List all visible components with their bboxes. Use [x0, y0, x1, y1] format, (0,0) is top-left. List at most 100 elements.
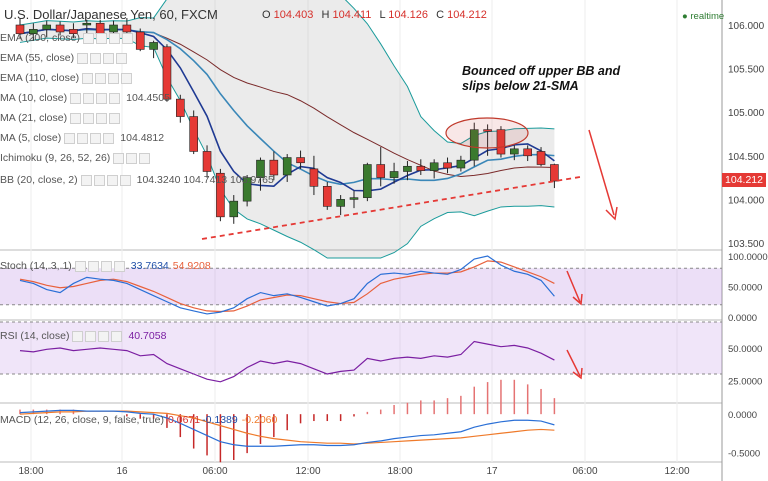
candle-body [523, 148, 532, 157]
macd-line [19, 409, 555, 447]
candle [176, 94, 185, 123]
rsi-tick-label: 50.0000 [728, 344, 762, 355]
legend-ema55-buttons[interactable] [77, 51, 129, 65]
candle-body [176, 98, 185, 117]
legend-ma21-label: MA (21, close) [0, 112, 68, 124]
open-label: O [262, 9, 271, 21]
candle [202, 145, 212, 178]
rsi-panel: 50.0000 25.0000 [0, 321, 762, 388]
legend-ma21[interactable]: MA (21, close) [0, 111, 122, 125]
down-arrow-stoch [566, 270, 583, 306]
candle-body [496, 129, 506, 155]
candle-body [189, 116, 198, 152]
bb-upper-line [19, 0, 555, 145]
candle [376, 147, 386, 187]
time-tick-label: 06:00 [202, 466, 227, 477]
panel-frames [0, 0, 723, 481]
candle [296, 150, 305, 169]
legend-ema200-buttons[interactable] [82, 31, 135, 45]
candle [469, 122, 479, 167]
legend-ema55-label: EMA (55, close) [0, 52, 75, 64]
candle-body [282, 157, 292, 176]
candle [389, 162, 399, 184]
legend-ema110[interactable]: EMA (110, close) [0, 71, 134, 85]
bounce-ellipse [445, 117, 529, 149]
candle [550, 163, 559, 189]
candle [403, 161, 412, 181]
candle [162, 44, 172, 102]
low-value: 104.126 [388, 9, 429, 21]
candle-body [322, 186, 332, 207]
annotation-line-1: Bounced off upper BB and [462, 64, 621, 78]
down-arrow-rsi [566, 349, 583, 380]
legend-ema110-label: EMA (110, close) [0, 72, 80, 84]
legend-macd-hist: 0.0671 [167, 414, 201, 426]
low-label: L [379, 9, 386, 21]
legend-ema55[interactable]: EMA (55, close) [0, 51, 129, 65]
macd-panel: 0.0000 -0.5000 [19, 379, 760, 463]
candle-body [376, 164, 386, 178]
legend-ma21-buttons[interactable] [70, 111, 122, 125]
legend-ichimoku-label: Ichimoku (9, 26, 52, 26) [0, 152, 111, 164]
candle-body [309, 168, 319, 187]
candle-body [256, 159, 265, 178]
candle-body [510, 148, 519, 155]
legend-ma10-buttons[interactable] [70, 91, 122, 105]
stoch-band [0, 268, 722, 305]
candle [216, 168, 225, 222]
candle-body [216, 172, 225, 218]
candle [523, 145, 532, 162]
legend-ma10-value: 104.4505 [126, 92, 170, 104]
legend-bb[interactable]: BB (20, close, 2) 104.3240 104.7413 103.9… [0, 173, 274, 187]
legend-ma10[interactable]: MA (10, close) 104.4505 [0, 91, 170, 105]
candle-body [416, 165, 426, 171]
candle-body [550, 164, 559, 182]
legend-bb-label: BB (20, close, 2) [0, 174, 78, 186]
candle [149, 40, 158, 59]
rsi-band [0, 322, 722, 374]
legend-stoch-buttons[interactable] [74, 259, 127, 273]
legend-ema200[interactable]: EMA (200, close) [0, 31, 135, 45]
legend-macd[interactable]: MACD (12, 26, close, 9, false, true) 0.06… [0, 413, 277, 427]
candle-body [202, 151, 212, 172]
bb-fill [20, 0, 555, 258]
candle [229, 195, 239, 224]
legend-ichimoku[interactable]: Ichimoku (9, 26, 52, 26) [0, 151, 152, 165]
realtime-indicator[interactable]: ● realtime [682, 11, 725, 22]
legend-ma5-buttons[interactable] [64, 131, 116, 145]
macd-tick-label: -0.5000 [728, 448, 760, 459]
legend-ema110-buttons[interactable] [82, 71, 134, 85]
current-price-tag: 104.212 [722, 173, 766, 187]
high-label: H [321, 9, 330, 21]
down-arrow-main [588, 129, 618, 221]
time-tick-label: 12:00 [295, 466, 320, 477]
candle [322, 181, 332, 210]
candle-body [229, 200, 239, 218]
price-axis: 106.000 105.500 105.000 104.500 104.000 103.5… [728, 21, 765, 250]
candle [510, 145, 519, 161]
candle [429, 159, 439, 179]
candle-body [536, 151, 546, 165]
candles [15, 18, 559, 224]
candle-body [149, 42, 158, 50]
time-tick-label: 16 [116, 466, 128, 477]
legend-stoch-label: Stoch (14, 3, 1) [0, 260, 72, 272]
time-tick-label: 12:00 [664, 466, 689, 477]
candle [135, 28, 145, 52]
time-axis: 18:00 16 06:00 12:00 18:00 17 06:00 12:00 [18, 466, 689, 477]
legend-rsi-buttons[interactable] [72, 329, 124, 343]
candle [483, 124, 492, 156]
candle-body [443, 162, 452, 169]
candle-body [403, 165, 412, 172]
legend-bb-buttons[interactable] [80, 173, 133, 187]
legend-rsi-label: RSI (14, close) [0, 330, 70, 342]
legend-ichimoku-buttons[interactable] [113, 151, 152, 165]
legend-stoch[interactable]: Stoch (14, 3, 1) 33.7634 54.9208 [0, 259, 211, 273]
candle [536, 147, 546, 167]
stoch-k-line [19, 255, 555, 315]
legend-rsi[interactable]: RSI (14, close) 40.7058 [0, 329, 166, 343]
stoch-tick-label: 100.0000 [728, 252, 768, 263]
legend-ma5[interactable]: MA (5, close) 104.4812 [0, 131, 164, 145]
legend-macd-label: MACD (12, 26, close, 9, false, true) [0, 414, 164, 426]
legend-stoch-d: 54.9208 [172, 260, 211, 272]
